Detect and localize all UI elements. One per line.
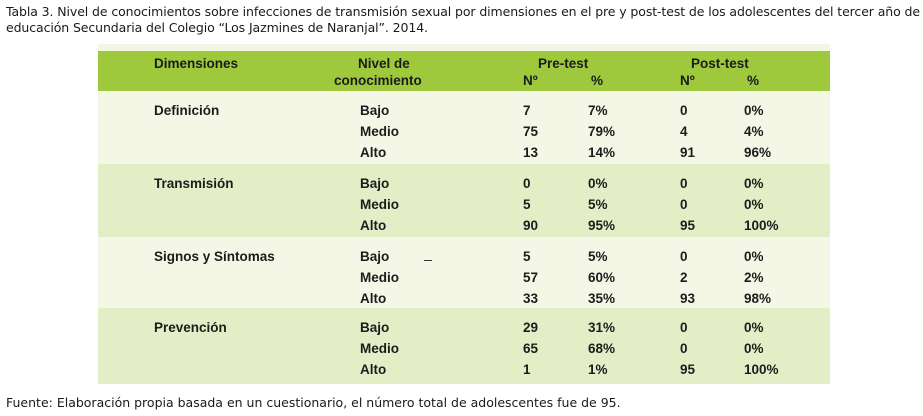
table-cell-pre-pct: 60% bbox=[588, 270, 616, 285]
table-cell-post-n: 91 bbox=[680, 145, 696, 160]
table-cell-pre-pct: 79% bbox=[588, 124, 616, 139]
table-cell-post-pct: 0% bbox=[744, 341, 764, 356]
header-pre-n: Nº bbox=[523, 73, 538, 88]
table-cell-pre-n: 90 bbox=[523, 218, 539, 233]
table-cell-nivel: Medio bbox=[360, 197, 399, 212]
table-cell-post-pct: 0% bbox=[744, 320, 764, 335]
table-cell-post-pct: 98% bbox=[744, 291, 772, 306]
table-cell-nivel: Bajo bbox=[360, 320, 390, 335]
table-cell-nivel: Medio bbox=[360, 341, 399, 356]
table-cell-post-n: 95 bbox=[680, 218, 696, 233]
table-cell-post-n: 0 bbox=[680, 320, 688, 335]
table-cell-pre-pct: 14% bbox=[588, 145, 616, 160]
dimension-label: Prevención bbox=[154, 320, 227, 335]
table-cell-pre-pct: 95% bbox=[588, 218, 616, 233]
table-cell-pre-pct: 35% bbox=[588, 291, 616, 306]
table-cell-pre-pct: 5% bbox=[588, 249, 608, 264]
table-cell-nivel: Medio bbox=[360, 270, 399, 285]
table-cell-pre-n: 5 bbox=[523, 197, 531, 212]
dimension-label: Signos y Síntomas bbox=[154, 249, 275, 264]
table-cell-nivel: Alto bbox=[360, 145, 387, 160]
table-cell-post-pct: 100% bbox=[744, 362, 779, 377]
table-cell-nivel: Bajo bbox=[360, 103, 390, 118]
header-post-pct: % bbox=[747, 73, 760, 88]
table-cell-post-n: 95 bbox=[680, 362, 696, 377]
table-cell-post-pct: 2% bbox=[744, 270, 764, 285]
header-nivel-line1: Nivel de bbox=[358, 56, 410, 71]
results-table: Dimensiones Nivel de conocimiento Pre-te… bbox=[98, 44, 830, 384]
table-cell-pre-n: 33 bbox=[523, 291, 539, 306]
table-cell-post-pct: 100% bbox=[744, 218, 779, 233]
dimension-group bbox=[98, 164, 830, 237]
table-cell-post-n: 0 bbox=[680, 176, 688, 191]
header-pre-pct: % bbox=[591, 73, 604, 88]
table-cell-pre-n: 29 bbox=[523, 320, 539, 335]
table-cell-pre-pct: 5% bbox=[588, 197, 608, 212]
table-cell-nivel: Alto bbox=[360, 362, 387, 377]
table-cell-pre-pct: 1% bbox=[588, 362, 608, 377]
header-dimensiones: Dimensiones bbox=[154, 56, 239, 71]
table-cell-pre-pct: 68% bbox=[588, 341, 616, 356]
header-nivel-line2: conocimiento bbox=[334, 73, 422, 88]
table-cell-pre-n: 7 bbox=[523, 103, 531, 118]
header-posttest: Post-test bbox=[691, 56, 749, 71]
table-header: Dimensiones Nivel de conocimiento Pre-te… bbox=[98, 51, 830, 91]
table-cell-pre-n: 75 bbox=[523, 124, 539, 139]
dimension-group bbox=[98, 237, 830, 308]
stray-dash-mark bbox=[424, 260, 432, 261]
table-cell-nivel: Bajo bbox=[360, 176, 390, 191]
header-post-n: Nº bbox=[680, 73, 695, 88]
table-source-footnote: Fuente: Elaboración propia basada en un … bbox=[6, 395, 621, 410]
dimension-label: Transmisión bbox=[154, 176, 234, 191]
table-cell-post-pct: 0% bbox=[744, 249, 764, 264]
table-cell-post-n: 0 bbox=[680, 249, 688, 264]
table-cell-nivel: Alto bbox=[360, 291, 387, 306]
table-cell-pre-pct: 7% bbox=[588, 103, 608, 118]
table-caption: Tabla 3. Nivel de conocimientos sobre in… bbox=[6, 4, 920, 35]
table-cell-post-n: 2 bbox=[680, 270, 688, 285]
table-cell-nivel: Bajo bbox=[360, 249, 390, 264]
table-cell-post-pct: 0% bbox=[744, 197, 764, 212]
table-cell-nivel: Alto bbox=[360, 218, 387, 233]
table-cell-post-n: 0 bbox=[680, 341, 688, 356]
table-cell-pre-n: 5 bbox=[523, 249, 531, 264]
dimension-label: Definición bbox=[154, 103, 220, 118]
table-cell-post-n: 4 bbox=[680, 124, 688, 139]
table-cell-nivel: Medio bbox=[360, 124, 399, 139]
table-cell-post-pct: 0% bbox=[744, 176, 764, 191]
header-pretest: Pre-test bbox=[538, 56, 589, 71]
table-cell-pre-n: 1 bbox=[523, 362, 531, 377]
table-cell-pre-n: 0 bbox=[523, 176, 531, 191]
table-cell-post-n: 0 bbox=[680, 103, 688, 118]
dimension-group bbox=[98, 91, 830, 164]
table-cell-post-pct: 0% bbox=[744, 103, 764, 118]
table-cell-pre-pct: 31% bbox=[588, 320, 616, 335]
table-cell-post-pct: 96% bbox=[744, 145, 772, 160]
table-cell-pre-n: 13 bbox=[523, 145, 539, 160]
table-cell-pre-n: 65 bbox=[523, 341, 539, 356]
table-cell-post-n: 0 bbox=[680, 197, 688, 212]
table-cell-post-pct: 4% bbox=[744, 124, 764, 139]
dimension-group bbox=[98, 308, 830, 384]
table-cell-post-n: 93 bbox=[680, 291, 696, 306]
table-cell-pre-n: 57 bbox=[523, 270, 539, 285]
table-cell-pre-pct: 0% bbox=[588, 176, 608, 191]
